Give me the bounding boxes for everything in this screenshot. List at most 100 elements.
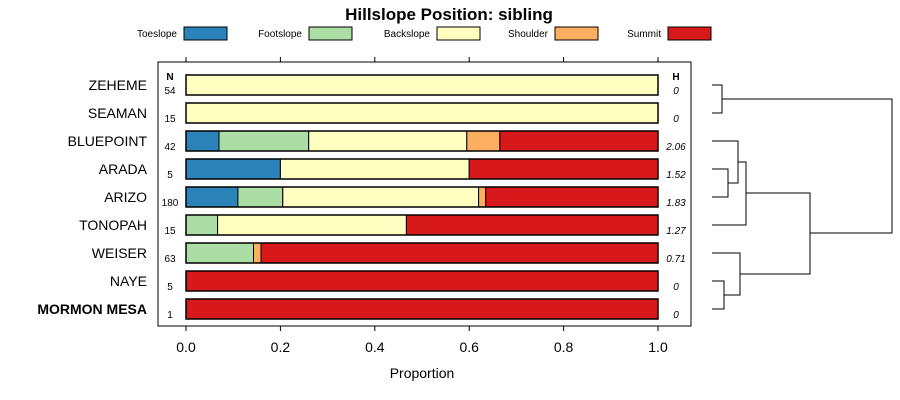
bar-segment-arada-backslope bbox=[279, 158, 470, 180]
row-label-bluepoint: BLUEPOINT bbox=[68, 133, 148, 149]
row-h-zeheme: 0 bbox=[673, 86, 679, 97]
row-label-naye: NAYE bbox=[110, 273, 147, 289]
row-n-arada: 5 bbox=[167, 170, 173, 181]
row-mormon-mesa: MORMON MESA 1 0 bbox=[37, 298, 679, 321]
bar-outline-seaman bbox=[185, 102, 659, 124]
bar-segment-tonopah-backslope bbox=[217, 214, 407, 236]
dendrogram-branch-arada-arizo bbox=[712, 168, 729, 198]
bar-segment-zeheme-backslope bbox=[185, 74, 659, 96]
legend-swatch-backslope bbox=[436, 26, 481, 41]
x-axis: 0.0 0.2 0.4 0.6 0.8 1.0 bbox=[176, 57, 668, 355]
bar-segment-arizo-backslope bbox=[282, 186, 480, 208]
row-h-naye: 0 bbox=[673, 282, 679, 293]
bar-segment-arizo-summit bbox=[485, 186, 659, 208]
row-h-seaman: 0 bbox=[673, 114, 679, 125]
bar-outline-arizo bbox=[185, 186, 659, 208]
x-tick-label-2: 0.4 bbox=[365, 339, 385, 355]
bar-outline-bluepoint bbox=[185, 130, 659, 152]
legend-label-footslope: Footslope bbox=[258, 29, 302, 40]
bar-outline-naye bbox=[185, 270, 659, 292]
bar-segment-arizo-footslope bbox=[237, 186, 284, 208]
row-label-mormon-mesa: MORMON MESA bbox=[37, 301, 147, 317]
legend-swatch-toeslope bbox=[183, 26, 228, 41]
row-label-weiser: WEISER bbox=[92, 245, 147, 261]
legend-label-summit: Summit bbox=[627, 29, 661, 40]
legend: Toeslope Footslope Backslope Shoulder Summit bbox=[137, 26, 712, 41]
legend-swatch-footslope bbox=[308, 26, 353, 41]
bar-segment-arada-summit bbox=[468, 158, 659, 180]
row-n-tonopah: 15 bbox=[164, 226, 176, 237]
x-axis-title: Proportion bbox=[390, 365, 455, 381]
bar-segment-bluepoint-toeslope bbox=[185, 130, 220, 152]
bar-segment-weiser-footslope bbox=[185, 242, 254, 264]
bar-segment-arizo-toeslope bbox=[185, 186, 239, 208]
row-label-seaman: SEAMAN bbox=[88, 105, 147, 121]
bar-segment-arada-toeslope bbox=[185, 158, 281, 180]
row-seaman: SEAMAN 15 0 bbox=[88, 102, 679, 125]
bar-outline-tonopah bbox=[185, 214, 659, 236]
row-arada: ARADA 5 1.52 bbox=[99, 158, 686, 181]
bar-segment-tonopah-footslope bbox=[185, 214, 219, 236]
row-n-weiser: 63 bbox=[164, 254, 176, 265]
row-label-arada: ARADA bbox=[99, 161, 148, 177]
row-bluepoint: BLUEPOINT 42 2.06 bbox=[68, 130, 686, 153]
bar-outline-mormon-mesa bbox=[185, 298, 659, 320]
bar-segment-weiser-shoulder bbox=[253, 242, 262, 264]
row-zeheme: ZEHEME 54 0 bbox=[89, 74, 679, 97]
row-h-mormon-mesa: 0 bbox=[673, 310, 679, 321]
row-h-bluepoint: 2.06 bbox=[665, 142, 686, 153]
row-label-tonopah: TONOPAH bbox=[79, 217, 147, 233]
row-n-seaman: 15 bbox=[164, 114, 176, 125]
dendrogram-branch-bluepoint bbox=[712, 140, 739, 184]
dendrogram-branch-weiser bbox=[712, 252, 741, 296]
dendrogram-branch-groups bbox=[740, 192, 811, 275]
plot-frame bbox=[157, 61, 692, 327]
row-tonopah: TONOPAH 15 1.27 bbox=[79, 214, 686, 237]
row-n-naye: 5 bbox=[167, 282, 173, 293]
row-h-weiser: 0.71 bbox=[666, 254, 685, 265]
row-h-arizo: 1.83 bbox=[666, 198, 686, 209]
bar-segment-bluepoint-summit bbox=[499, 130, 659, 152]
legend-label-backslope: Backslope bbox=[384, 29, 431, 40]
row-label-arizo: ARIZO bbox=[104, 189, 147, 205]
x-tick-label-3: 0.6 bbox=[459, 339, 479, 355]
row-label-zeheme: ZEHEME bbox=[89, 77, 147, 93]
bar-segment-weiser-summit bbox=[260, 242, 659, 264]
h-column-header: H bbox=[672, 72, 679, 83]
legend-swatch-shoulder bbox=[554, 26, 599, 41]
row-n-zeheme: 54 bbox=[164, 86, 176, 97]
row-n-mormon-mesa: 1 bbox=[167, 310, 173, 321]
legend-swatch-summit bbox=[667, 26, 712, 41]
row-n-bluepoint: 42 bbox=[164, 142, 176, 153]
x-tick-label-4: 0.8 bbox=[554, 339, 574, 355]
x-tick-label-5: 1.0 bbox=[648, 339, 668, 355]
bar-outline-zeheme bbox=[185, 74, 659, 96]
bar-segment-mormon-mesa-summit bbox=[185, 298, 659, 320]
n-column-header: N bbox=[166, 72, 173, 83]
x-tick-label-0: 0.0 bbox=[176, 339, 196, 355]
bar-outline-arada bbox=[185, 158, 659, 180]
bar-segment-bluepoint-footslope bbox=[218, 130, 310, 152]
row-n-arizo: 180 bbox=[162, 198, 179, 209]
row-h-tonopah: 1.27 bbox=[666, 226, 686, 237]
bar-segment-seaman-backslope bbox=[185, 102, 659, 124]
row-h-arada: 1.52 bbox=[666, 170, 686, 181]
bar-segment-arizo-shoulder bbox=[478, 186, 487, 208]
dendrogram-branch-root bbox=[722, 98, 893, 234]
row-weiser: WEISER 63 0.71 bbox=[92, 242, 686, 265]
bar-segment-bluepoint-backslope bbox=[308, 130, 468, 152]
row-arizo: ARIZO 180 1.83 bbox=[104, 186, 686, 209]
bar-outline-weiser bbox=[185, 242, 659, 264]
row-naye: NAYE 5 0 bbox=[110, 270, 679, 293]
dendrogram-branch-tonopah bbox=[712, 161, 747, 226]
dendrogram bbox=[712, 84, 893, 310]
legend-label-shoulder: Shoulder bbox=[508, 29, 549, 40]
dendrogram-branch-zeheme-seaman bbox=[712, 84, 723, 114]
chart-title: Hillslope Position: sibling bbox=[345, 5, 553, 24]
x-tick-label-1: 0.2 bbox=[271, 339, 291, 355]
bar-segment-naye-summit bbox=[185, 270, 659, 292]
dendrogram-branch-naye-mormon bbox=[712, 280, 725, 310]
legend-label-toeslope: Toeslope bbox=[137, 29, 177, 40]
